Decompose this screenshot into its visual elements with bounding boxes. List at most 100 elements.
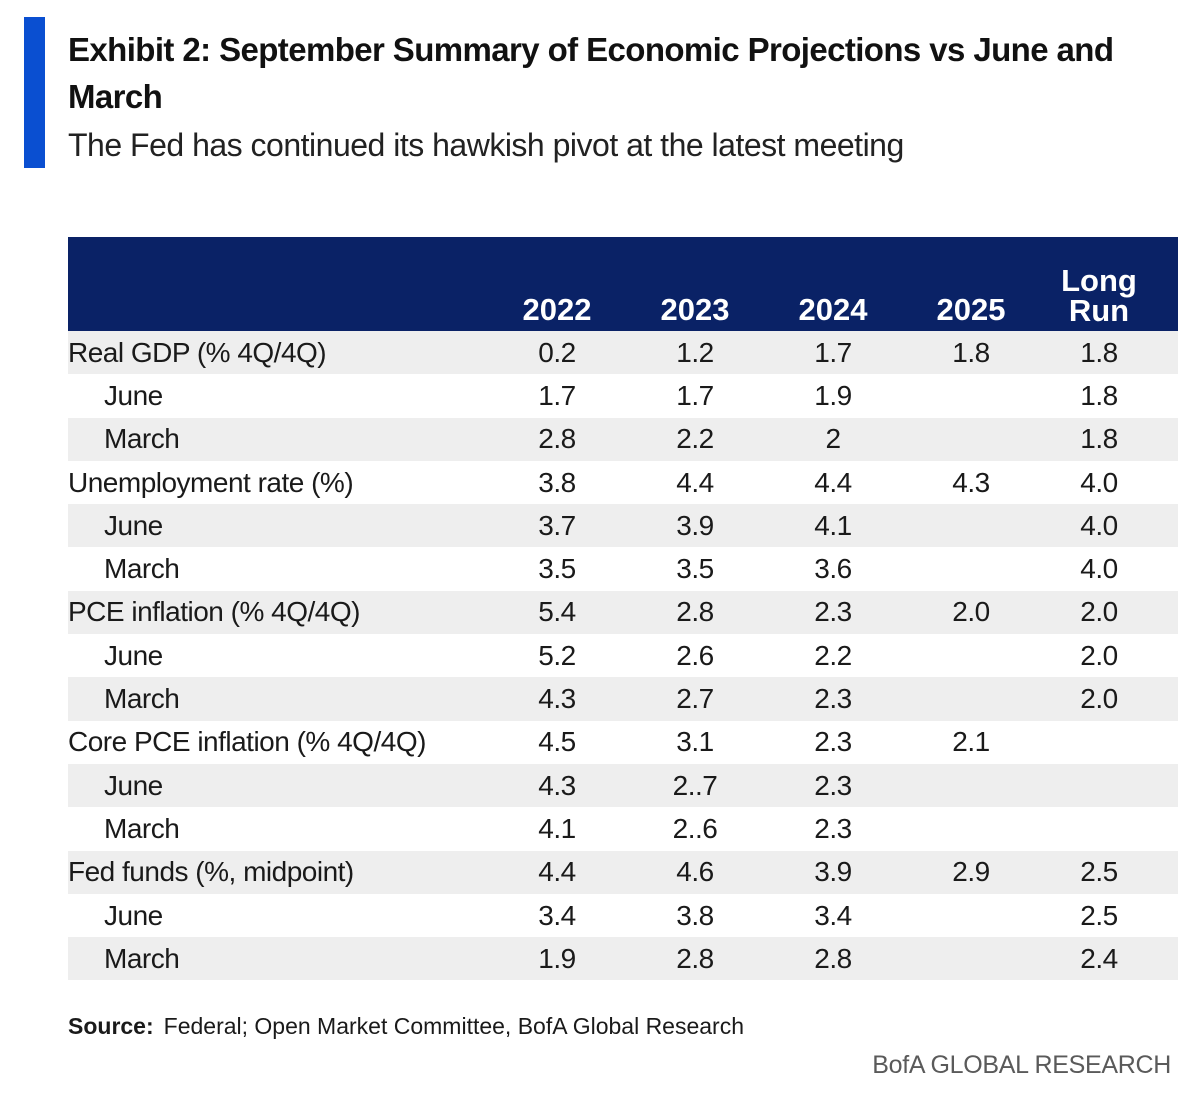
cell-long-run: 2.5 [1040, 850, 1178, 894]
row-label: June [68, 763, 488, 808]
row-label: June [104, 379, 163, 411]
cell-long-run: 2.0 [1040, 677, 1178, 721]
cell-long-run: 1.8 [1040, 417, 1178, 461]
cell-2022: 4.1 [538, 812, 576, 844]
cell-long-run: 2.0 [1080, 639, 1118, 671]
source-label: Source: [68, 1013, 154, 1039]
brand-footer: BofA GLOBAL RESEARCH [872, 1051, 1171, 1079]
cell-2023: 2..7 [626, 763, 764, 808]
cell-2025: 2.1 [952, 726, 990, 758]
cell-long-run [1040, 807, 1178, 850]
cell-2022: 1.9 [488, 937, 626, 981]
projections-table-wrap: 2022 2023 2024 2025 Long Run Real GDP (% … [68, 237, 1178, 981]
table-row: Core PCE inflation (% 4Q/4Q) 4.5 3.1 2.3 2.1 [68, 721, 1178, 764]
cell-2022: 5.4 [488, 590, 626, 635]
cell-2023: 2.6 [676, 639, 714, 671]
cell-2025 [902, 807, 1040, 850]
cell-2022: 0.2 [488, 331, 626, 375]
table-row: March 3.5 3.5 3.6 4.0 [68, 547, 1178, 590]
cell-2024: 2.8 [764, 937, 902, 981]
cell-2022: 3.4 [538, 899, 576, 931]
row-label: Unemployment rate (%) [68, 466, 354, 498]
cell-2025: 2.9 [902, 850, 1040, 894]
cell-2023: 2..6 [672, 812, 718, 844]
row-label: March [68, 417, 488, 461]
row-label: March [68, 677, 488, 721]
cell-2024: 2.3 [764, 763, 902, 808]
cell-2024: 2.3 [764, 677, 902, 721]
cell-2023: 1.7 [676, 379, 714, 411]
cell-2024: 3.9 [764, 850, 902, 894]
table-row: June 3.7 3.9 4.1 4.0 [68, 504, 1178, 548]
cell-2022: 3.8 [538, 466, 576, 498]
cell-2024: 1.9 [814, 379, 852, 411]
cell-2025: 1.8 [902, 331, 1040, 375]
exhibit-title: Exhibit 2: September Summary of Economic… [68, 31, 1114, 115]
cell-2023: 4.6 [626, 850, 764, 894]
column-header-long-run: Long Run [1040, 237, 1178, 331]
accent-bar [24, 17, 45, 168]
row-label: June [104, 639, 163, 671]
cell-2025 [902, 937, 1040, 981]
cell-2023: 2.8 [626, 590, 764, 635]
cell-2025 [902, 763, 1040, 808]
cell-2025 [902, 634, 1040, 677]
cell-2023: 2.7 [626, 677, 764, 721]
cell-2025 [902, 417, 1040, 461]
column-header-2024: 2024 [764, 237, 902, 331]
table-row: Unemployment rate (%) 3.8 4.4 4.4 4.3 4.0 [68, 461, 1178, 504]
cell-2022: 4.5 [538, 726, 576, 758]
column-header-label [68, 237, 488, 331]
source-text: Federal; Open Market Committee, BofA Glo… [163, 1013, 745, 1039]
source-note: Source: Federal; Open Market Committee, B… [68, 1011, 744, 1041]
table-row: March 4.3 2.7 2.3 2.0 [68, 677, 1178, 721]
column-header-2023: 2023 [626, 237, 764, 331]
cell-2024: 2.2 [814, 639, 852, 671]
cell-2023: 4.4 [676, 466, 714, 498]
row-label: June [104, 899, 163, 931]
table-body: Real GDP (% 4Q/4Q) 0.2 1.2 1.7 1.8 1.8 June 1.7… [68, 331, 1178, 981]
cell-2022: 5.2 [538, 639, 576, 671]
cell-2022: 1.7 [538, 379, 576, 411]
cell-2025 [902, 374, 1040, 417]
cell-2023: 3.5 [676, 553, 714, 585]
cell-2022: 2.8 [488, 417, 626, 461]
table-row: March 1.9 2.8 2.8 2.4 [68, 937, 1178, 981]
projections-table: 2022 2023 2024 2025 Long Run Real GDP (% … [68, 237, 1178, 981]
cell-long-run: 1.8 [1040, 331, 1178, 375]
cell-2023: 3.9 [626, 504, 764, 548]
cell-2024: 4.4 [814, 466, 852, 498]
cell-2023: 3.8 [676, 899, 714, 931]
row-label: Core PCE inflation (% 4Q/4Q) [68, 726, 426, 758]
cell-long-run: 4.0 [1080, 466, 1118, 498]
table-row: March 4.1 2..6 2.3 [68, 807, 1178, 850]
cell-long-run: 1.8 [1080, 379, 1118, 411]
long-run-line-2: Run [1068, 293, 1130, 328]
table-row: June 4.3 2..7 2.3 [68, 763, 1178, 808]
cell-2023: 2.8 [626, 937, 764, 981]
cell-2025: 4.3 [952, 466, 990, 498]
cell-2022: 3.5 [538, 553, 576, 585]
exhibit-subtitle: The Fed has continued its hawkish pivot … [68, 127, 904, 163]
table-row: PCE inflation (% 4Q/4Q) 5.4 2.8 2.3 2.0 2.0 [68, 590, 1178, 635]
cell-long-run: 2.4 [1040, 937, 1178, 981]
cell-2022: 4.3 [488, 677, 626, 721]
table-row: Real GDP (% 4Q/4Q) 0.2 1.2 1.7 1.8 1.8 [68, 331, 1178, 375]
cell-2024: 2.3 [764, 590, 902, 635]
row-label: June [68, 504, 488, 548]
cell-2025 [902, 547, 1040, 590]
cell-long-run: 2.5 [1080, 899, 1118, 931]
table-row: March 2.8 2.2 2 1.8 [68, 417, 1178, 461]
cell-2025 [902, 504, 1040, 548]
cell-2023: 2.2 [626, 417, 764, 461]
table-row: June 1.7 1.7 1.9 1.8 [68, 374, 1178, 417]
long-run-line-1: Long [1061, 263, 1137, 298]
cell-2025 [902, 677, 1040, 721]
cell-2024: 4.1 [764, 504, 902, 548]
cell-2024: 2.3 [814, 812, 852, 844]
row-label: Real GDP (% 4Q/4Q) [68, 331, 488, 375]
cell-long-run: 4.0 [1040, 504, 1178, 548]
cell-2022: 4.3 [488, 763, 626, 808]
cell-long-run: 4.0 [1080, 553, 1118, 585]
column-header-2022: 2022 [488, 237, 626, 331]
